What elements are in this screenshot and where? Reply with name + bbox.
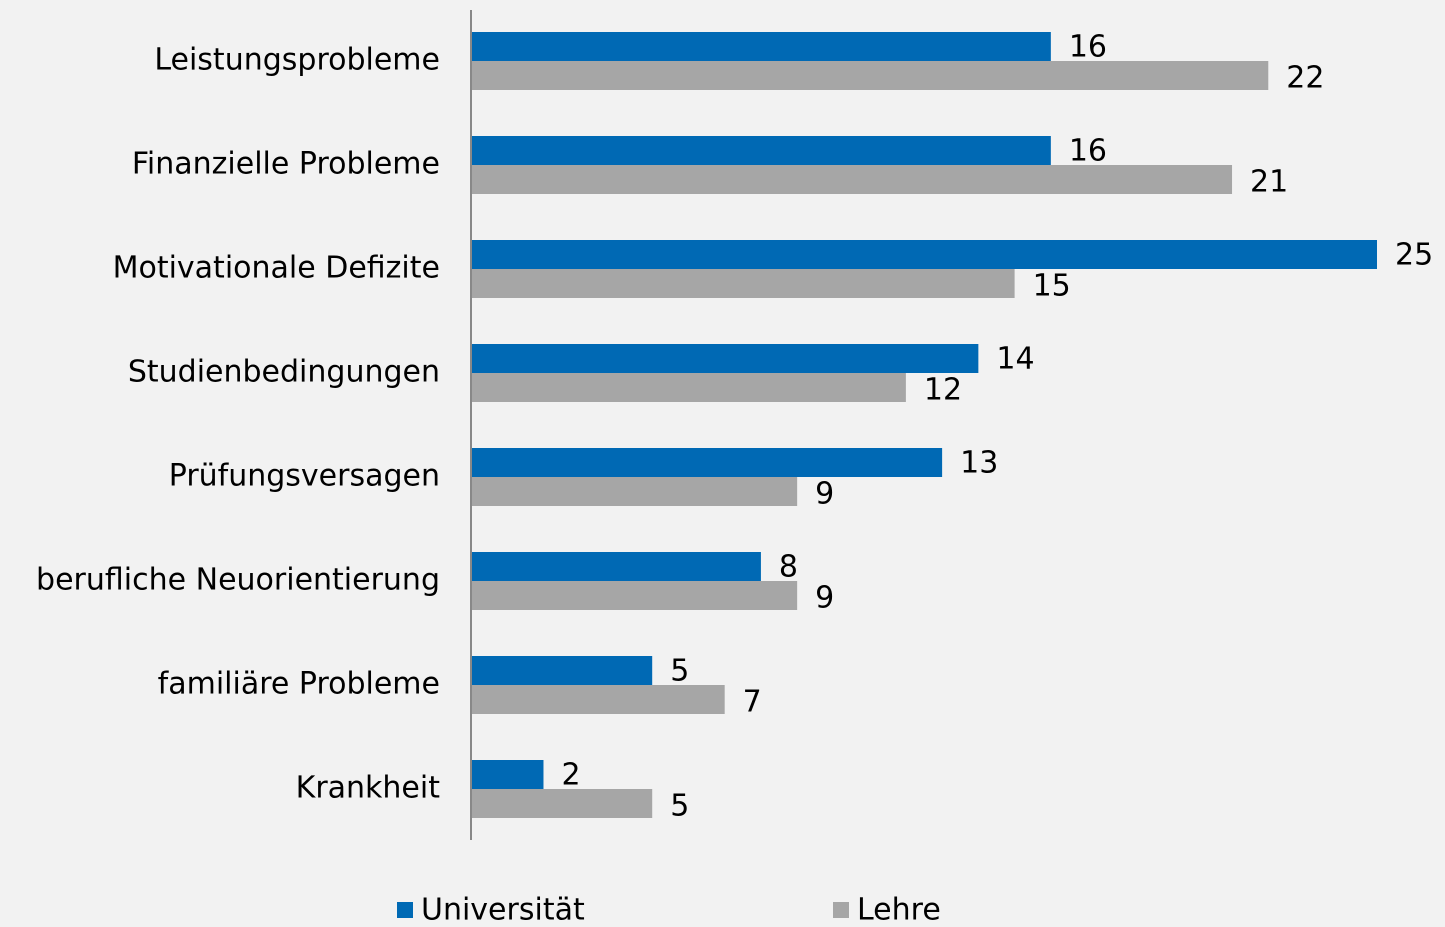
bar bbox=[471, 789, 653, 818]
bar bbox=[471, 373, 906, 402]
bar bbox=[471, 685, 725, 714]
bar bbox=[471, 32, 1051, 61]
data-label: 7 bbox=[743, 685, 762, 720]
bar bbox=[471, 448, 943, 477]
bar bbox=[471, 269, 1015, 298]
y-tick-label: familiäre Probleme bbox=[158, 667, 440, 702]
data-label: 13 bbox=[960, 446, 998, 481]
y-tick-label: Leistungsprobleme bbox=[154, 43, 440, 78]
bar bbox=[471, 136, 1051, 165]
legend-label: Lehre bbox=[857, 893, 941, 927]
data-label: 9 bbox=[815, 581, 834, 616]
y-tick-label: Prüfungsversagen bbox=[169, 459, 440, 494]
bar bbox=[471, 581, 798, 610]
bar bbox=[471, 61, 1269, 90]
bar bbox=[471, 552, 761, 581]
data-label: 5 bbox=[670, 789, 689, 824]
y-tick-label: Finanzielle Probleme bbox=[132, 147, 440, 182]
y-tick-label: Motivationale Defizite bbox=[113, 251, 440, 286]
data-label: 8 bbox=[779, 550, 798, 585]
y-tick-label: Krankheit bbox=[296, 771, 441, 806]
y-tick-label: Studienbedingungen bbox=[128, 355, 440, 390]
bar bbox=[471, 760, 544, 789]
y-tick-label: berufliche Neuorientierung bbox=[36, 563, 440, 598]
bar bbox=[471, 165, 1233, 194]
bar bbox=[471, 656, 653, 685]
data-label: 22 bbox=[1286, 61, 1324, 96]
data-label: 16 bbox=[1069, 30, 1107, 65]
legend-label: Universität bbox=[421, 893, 585, 927]
data-label: 14 bbox=[996, 342, 1034, 377]
data-label: 9 bbox=[815, 477, 834, 512]
data-label: 15 bbox=[1033, 269, 1071, 304]
bar bbox=[471, 240, 1377, 269]
data-label: 21 bbox=[1250, 165, 1288, 200]
bar bbox=[471, 344, 979, 373]
legend-swatch bbox=[397, 902, 413, 918]
data-label: 2 bbox=[561, 758, 580, 793]
data-label: 16 bbox=[1069, 134, 1107, 169]
data-label: 25 bbox=[1395, 238, 1433, 273]
legend-swatch bbox=[833, 902, 849, 918]
bar bbox=[471, 477, 798, 506]
data-label: 12 bbox=[924, 373, 962, 408]
data-label: 5 bbox=[670, 654, 689, 689]
